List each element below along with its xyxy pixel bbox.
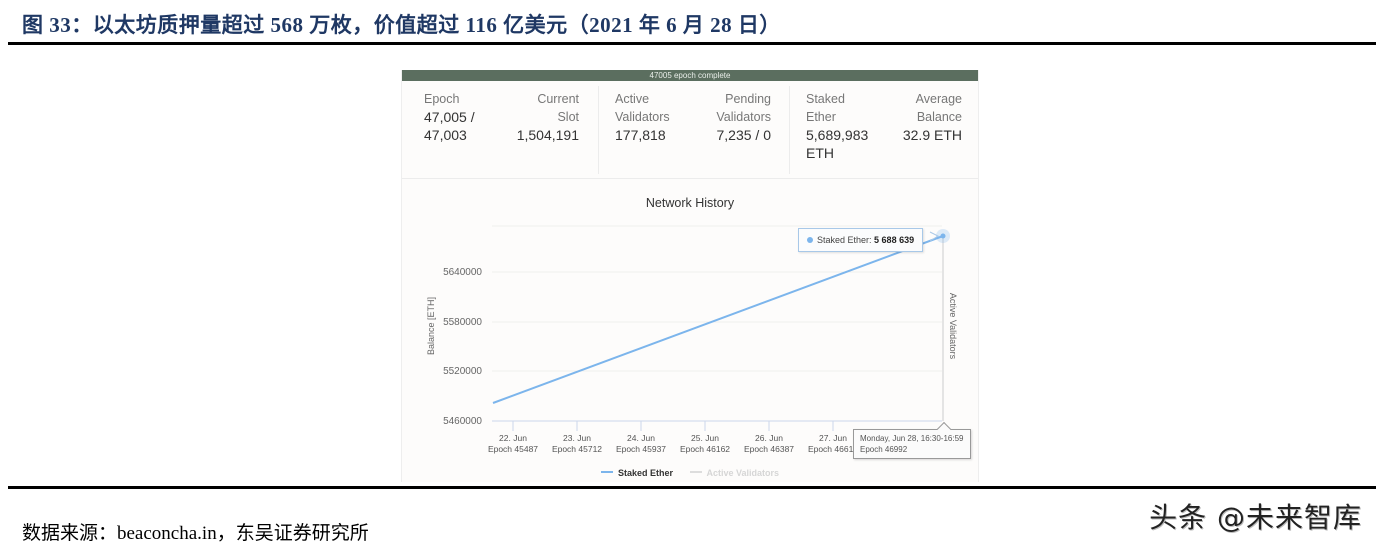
divider [789,86,790,174]
svg-text:Epoch 46387: Epoch 46387 [744,444,794,454]
line-chart-svg: 5640000 5580000 5520000 5460000 Balance … [426,225,958,454]
legend-label: Staked Ether [617,468,673,478]
stat-staked-ether: Staked Ether 5,689,983 ETH [806,90,868,162]
x-axis-tooltip: Monday, Jun 28, 16:30-16:59 Epoch 46992 [853,421,971,459]
series-tooltip: Staked Ether: 5 688 639 [798,228,924,252]
staked-ether-line [492,235,944,404]
y-axis-title: Balance [ETH] [426,297,436,355]
gridlines [492,225,942,372]
tooltip-label: Staked Ether: [817,235,875,245]
tooltip-date: Monday, Jun 28, 16:30-16:59 [860,434,964,443]
data-source: 数据来源：beaconcha.in，东吴证券研究所 [22,523,369,544]
stat-label: Staked [806,92,845,106]
stat-label: Validators [615,110,670,124]
tooltip-pointer [929,231,940,242]
stat-active-validators: Active Validators 177,818 [615,90,670,144]
beaconchain-screenshot: 47005 epoch complete Epoch 47,005 / 47,0… [401,70,979,482]
svg-text:25. Jun: 25. Jun [691,433,719,443]
svg-text:26. Jun: 26. Jun [755,433,783,443]
svg-text:Epoch 45712: Epoch 45712 [552,444,602,454]
stat-value: 47,003 [424,127,467,143]
svg-text:5640000: 5640000 [443,267,482,278]
stat-label: Active [615,92,650,106]
svg-text:Epoch 45937: Epoch 45937 [616,444,666,454]
series-dot-icon [807,237,813,243]
legend-item-staked-ether[interactable]: Staked Ether [600,468,673,478]
stat-label: Average [915,92,962,106]
stat-value: 47,005 / [424,109,475,125]
bottom-rule [8,486,1376,489]
y2-axis-title: Active Validators [948,293,958,360]
stat-epoch: Epoch 47,005 / 47,003 [424,90,475,144]
stat-current-slot: Current Slot 1,504,191 [502,90,579,144]
svg-text:24. Jun: 24. Jun [627,433,655,443]
stat-label: Ether [806,110,836,124]
svg-text:5580000: 5580000 [443,317,482,328]
stat-value: 5,689,983 [806,127,869,143]
legend-label: Active Validators [706,468,780,478]
stat-label: Validators [716,110,771,124]
epoch-progress-bar: 47005 epoch complete [402,70,978,81]
chart-title: Network History [645,196,735,210]
stat-label: Current [537,92,579,106]
top-rule [8,42,1376,45]
stat-average-balance: Average Balance 32.9 ETH [882,90,962,144]
svg-text:27. Jun: 27. Jun [819,433,847,443]
tooltip-value: 5 688 639 [874,235,915,245]
stat-label: Epoch [424,92,460,106]
watermark: 头条 @未来智库 [1149,501,1362,534]
legend-item-active-validators[interactable]: Active Validators [689,468,780,478]
legend-swatch [600,471,613,473]
stat-value: 1,504,191 [516,127,579,143]
svg-text:Epoch 46612: Epoch 46612 [808,444,858,454]
tooltip-epoch: Epoch 46992 [860,445,908,454]
network-history-chart: Network History 5640000 5 [402,180,978,482]
chart-legend: Staked Ether Active Validators [402,468,978,478]
x-tick-labels: 22. Jun Epoch 45487 23. Jun Epoch 45712 … [488,433,858,454]
svg-text:23. Jun: 23. Jun [563,433,591,443]
svg-text:5460000: 5460000 [443,416,482,427]
y-tick-labels: 5640000 5580000 5520000 5460000 [443,267,482,427]
stat-value: 32.9 ETH [902,127,962,143]
stat-pending-validators: Pending Validators 7,235 / 0 [692,90,771,144]
svg-text:22. Jun: 22. Jun [499,433,527,443]
stat-label: Balance [916,110,962,124]
divider [598,86,599,174]
x-ticks [512,421,834,431]
hover-point [940,233,946,239]
stat-value: 7,235 / 0 [716,127,772,143]
svg-text:Epoch 46162: Epoch 46162 [680,444,730,454]
legend-swatch [689,471,702,473]
stat-label: Slot [557,110,579,124]
stats-summary: Epoch 47,005 / 47,003 Current Slot 1,504… [402,81,978,179]
stat-label: Pending [725,92,771,106]
stat-value: 177,818 [615,127,666,143]
svg-text:Epoch 45487: Epoch 45487 [488,444,538,454]
figure-title: 图 33：以太坊质押量超过 568 万枚，价值超过 116 亿美元（2021 年… [22,13,781,37]
stat-value: ETH [806,145,834,161]
svg-text:5520000: 5520000 [443,366,482,377]
